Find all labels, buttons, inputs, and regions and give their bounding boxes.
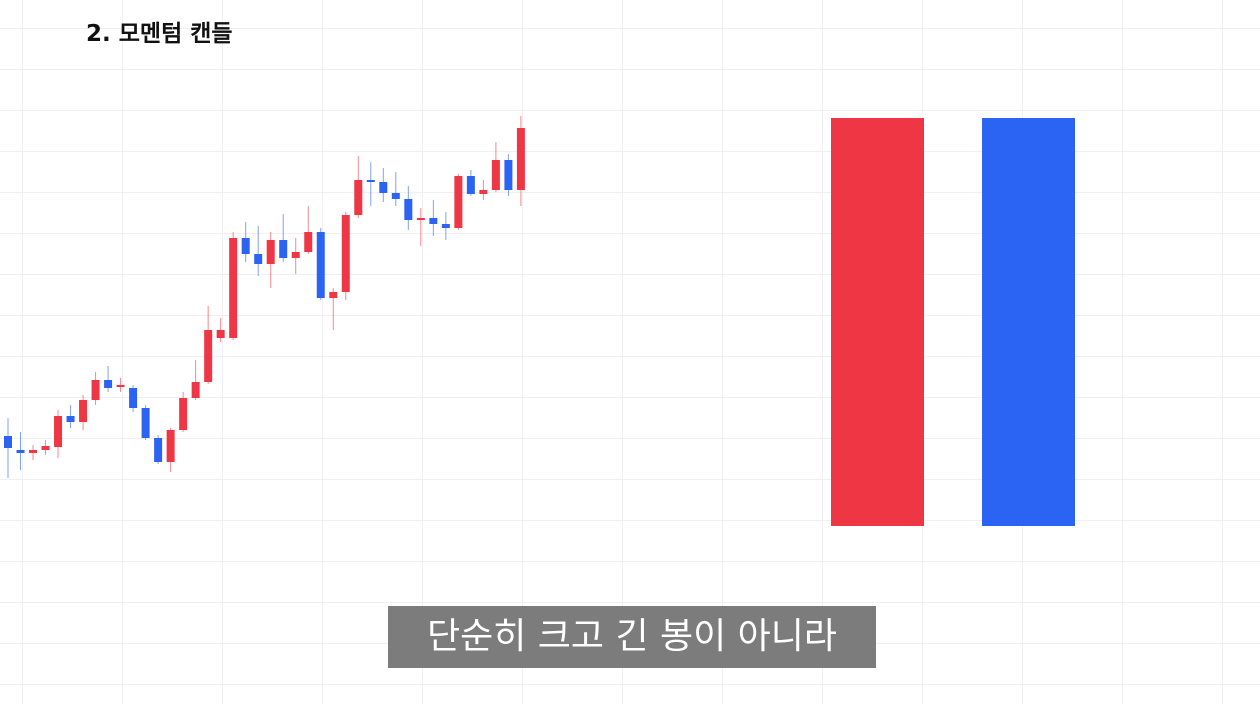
candle-body <box>216 330 225 338</box>
candle-body <box>129 388 138 408</box>
candle-body <box>179 398 188 430</box>
candle-body <box>116 385 125 387</box>
candle-body <box>104 380 113 388</box>
candle-body <box>304 232 313 252</box>
candle-body <box>404 199 413 220</box>
candle-body <box>141 408 150 438</box>
candle-body <box>154 438 163 462</box>
candle-body <box>66 416 75 422</box>
candle-body <box>466 176 475 194</box>
candle-body <box>429 218 438 224</box>
big-red-candle <box>831 118 924 526</box>
candle-body <box>41 446 50 450</box>
candle-body <box>241 238 250 254</box>
candle-body <box>341 215 350 292</box>
subtitle-caption: 단순히 크고 긴 봉이 아니라 <box>388 606 876 668</box>
candle-body <box>54 416 63 447</box>
candle-body <box>416 218 425 220</box>
candle-body <box>166 430 175 462</box>
big-blue-candle <box>982 118 1075 526</box>
candle-body <box>354 180 363 215</box>
candle-body <box>379 182 388 193</box>
candle-body <box>266 240 275 264</box>
candle-body <box>16 450 25 453</box>
title: 2. 모멘텀 캔들 <box>86 21 233 47</box>
candle-body <box>4 436 12 448</box>
candle-body <box>441 224 450 228</box>
candle-body <box>329 292 338 298</box>
candle-body <box>79 400 88 422</box>
candle-body <box>491 160 500 190</box>
candle-body <box>229 238 238 338</box>
candle-body <box>279 240 288 258</box>
candle-body <box>254 254 263 264</box>
candle-body <box>479 190 488 194</box>
candle-body <box>291 252 300 258</box>
candle-body <box>29 450 38 453</box>
candle-body <box>316 232 325 298</box>
candle-body <box>91 380 100 400</box>
candle-body <box>204 330 213 382</box>
candle-body <box>366 180 375 182</box>
candle-body <box>504 160 513 190</box>
candle-body <box>391 193 400 199</box>
candle-body <box>516 128 525 190</box>
candle-body <box>191 382 200 398</box>
candle-body <box>454 176 463 228</box>
